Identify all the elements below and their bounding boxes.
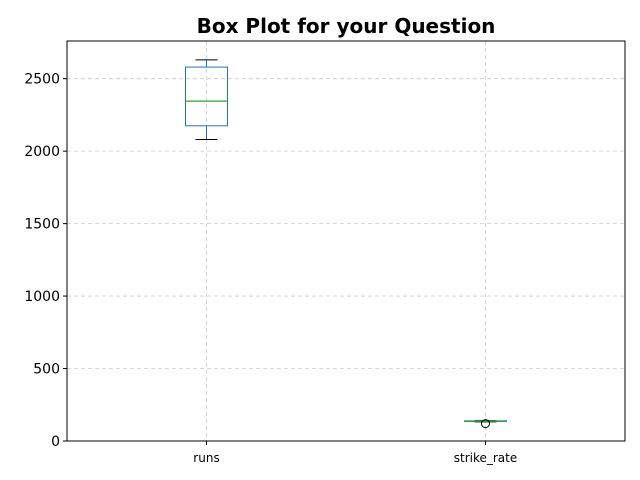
box-runs — [185, 59, 228, 141]
y-tick-label: 0 — [51, 434, 60, 450]
y-tick-label: 500 — [33, 362, 60, 378]
chart-title: Box Plot for your Question — [197, 14, 496, 38]
y-tick-label: 2000 — [24, 144, 60, 160]
outlier-point — [481, 419, 490, 429]
axis-ticks: 0 500 1000 1500 2000 2500 runs strike_rate — [24, 72, 517, 465]
x-tick-label: runs — [193, 451, 219, 465]
x-tick-label: strike_rate — [454, 451, 518, 465]
box-strike_rate — [464, 419, 507, 429]
y-tick-label: 2500 — [24, 72, 60, 88]
plot-frame — [66, 40, 626, 442]
grid-lines — [67, 41, 625, 442]
y-tick-label: 1000 — [24, 289, 60, 305]
y-tick-label: 1500 — [24, 217, 60, 233]
iqr-box — [185, 66, 228, 127]
boxes — [185, 59, 507, 429]
